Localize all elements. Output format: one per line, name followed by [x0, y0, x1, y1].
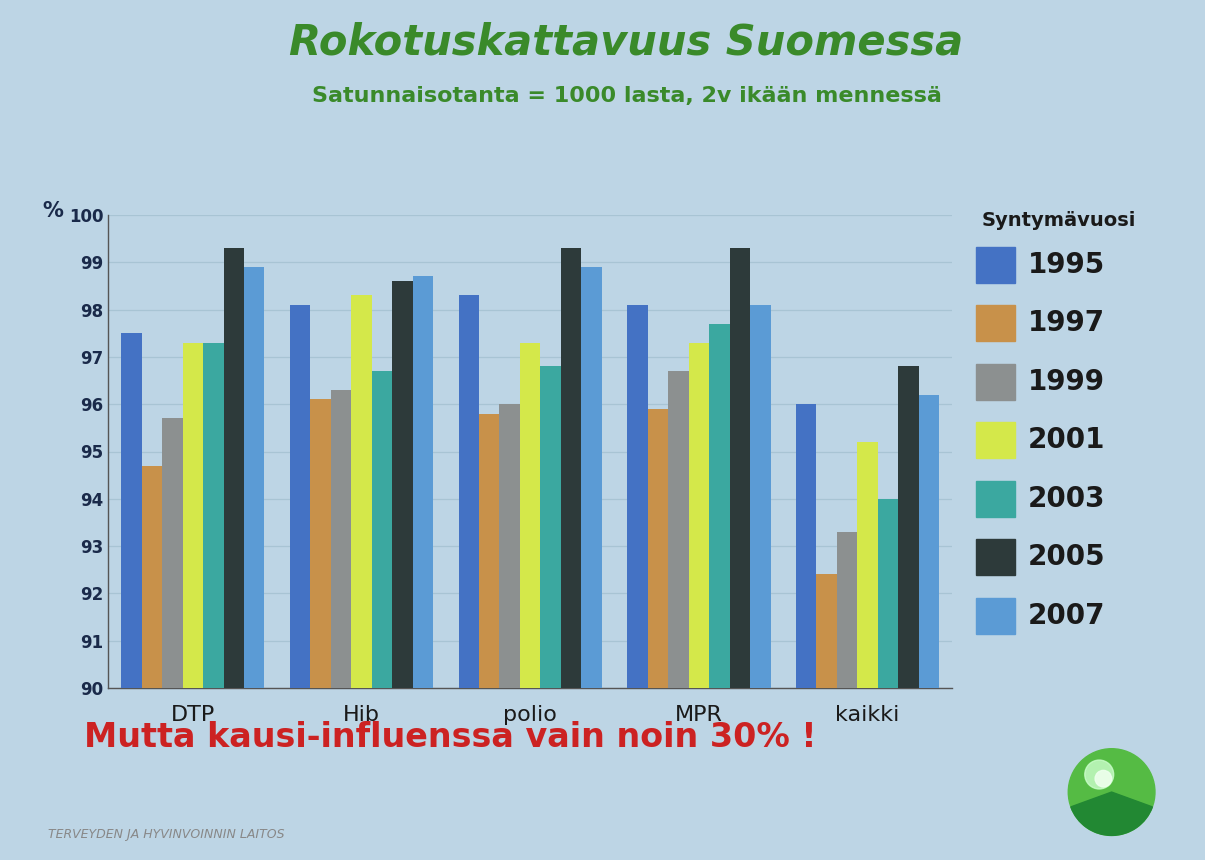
Bar	[202, 343, 223, 860]
Bar	[817, 574, 836, 860]
Bar	[709, 323, 729, 860]
Bar	[311, 400, 330, 860]
Wedge shape	[1071, 792, 1152, 835]
Bar	[627, 304, 648, 860]
Bar	[412, 276, 434, 860]
Bar	[898, 366, 918, 860]
Text: Mutta kausi-influenssa vain noin 30% !: Mutta kausi-influenssa vain noin 30% !	[84, 721, 817, 753]
Bar	[499, 404, 521, 860]
Text: 1995: 1995	[1028, 251, 1105, 279]
Bar	[541, 366, 562, 860]
Bar	[750, 304, 771, 860]
Text: Rokotuskattavuus Suomessa: Rokotuskattavuus Suomessa	[289, 22, 964, 64]
Bar	[581, 267, 602, 860]
Bar	[330, 390, 352, 860]
Bar	[161, 418, 183, 860]
Text: 2005: 2005	[1028, 544, 1105, 571]
Text: 2003: 2003	[1028, 485, 1105, 513]
Bar	[122, 333, 142, 860]
Bar	[243, 267, 265, 860]
Bar	[560, 248, 581, 860]
Bar	[183, 343, 202, 860]
Bar	[392, 281, 412, 860]
Bar	[521, 343, 540, 860]
Circle shape	[1095, 771, 1112, 787]
Bar	[224, 248, 243, 860]
Text: Syntymävuosi: Syntymävuosi	[982, 211, 1136, 230]
Text: 1999: 1999	[1028, 368, 1105, 396]
Text: %: %	[42, 200, 63, 221]
Bar	[458, 295, 480, 860]
Text: Satunnaisotanta = 1000 lasta, 2v ikään mennessä: Satunnaisotanta = 1000 lasta, 2v ikään m…	[312, 86, 941, 106]
Text: 1997: 1997	[1028, 310, 1105, 337]
Bar	[918, 395, 940, 860]
Bar	[352, 295, 371, 860]
Bar	[142, 465, 163, 860]
Text: 2007: 2007	[1028, 602, 1105, 630]
Circle shape	[1069, 749, 1154, 835]
Bar	[289, 304, 311, 860]
Bar	[836, 531, 857, 860]
Text: TERVEYDEN JA HYVINVOINNIN LAITOS: TERVEYDEN JA HYVINVOINNIN LAITOS	[48, 828, 284, 841]
Bar	[877, 499, 898, 860]
Text: 2001: 2001	[1028, 427, 1105, 454]
Bar	[480, 414, 500, 860]
Bar	[371, 371, 393, 860]
Bar	[730, 248, 750, 860]
Bar	[795, 404, 816, 860]
Circle shape	[1084, 760, 1113, 789]
Bar	[668, 371, 689, 860]
Bar	[648, 408, 668, 860]
Bar	[689, 343, 709, 860]
Bar	[858, 442, 877, 860]
